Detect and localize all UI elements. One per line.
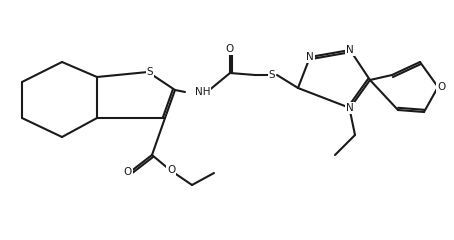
Text: S: S — [269, 70, 275, 80]
Text: O: O — [226, 44, 234, 54]
Text: N: N — [306, 52, 314, 62]
Text: O: O — [437, 82, 445, 92]
Text: N: N — [346, 103, 354, 113]
Text: O: O — [167, 165, 175, 175]
Text: S: S — [147, 67, 153, 77]
Text: N: N — [346, 45, 354, 55]
Text: NH: NH — [195, 87, 211, 97]
Text: O: O — [124, 167, 132, 177]
